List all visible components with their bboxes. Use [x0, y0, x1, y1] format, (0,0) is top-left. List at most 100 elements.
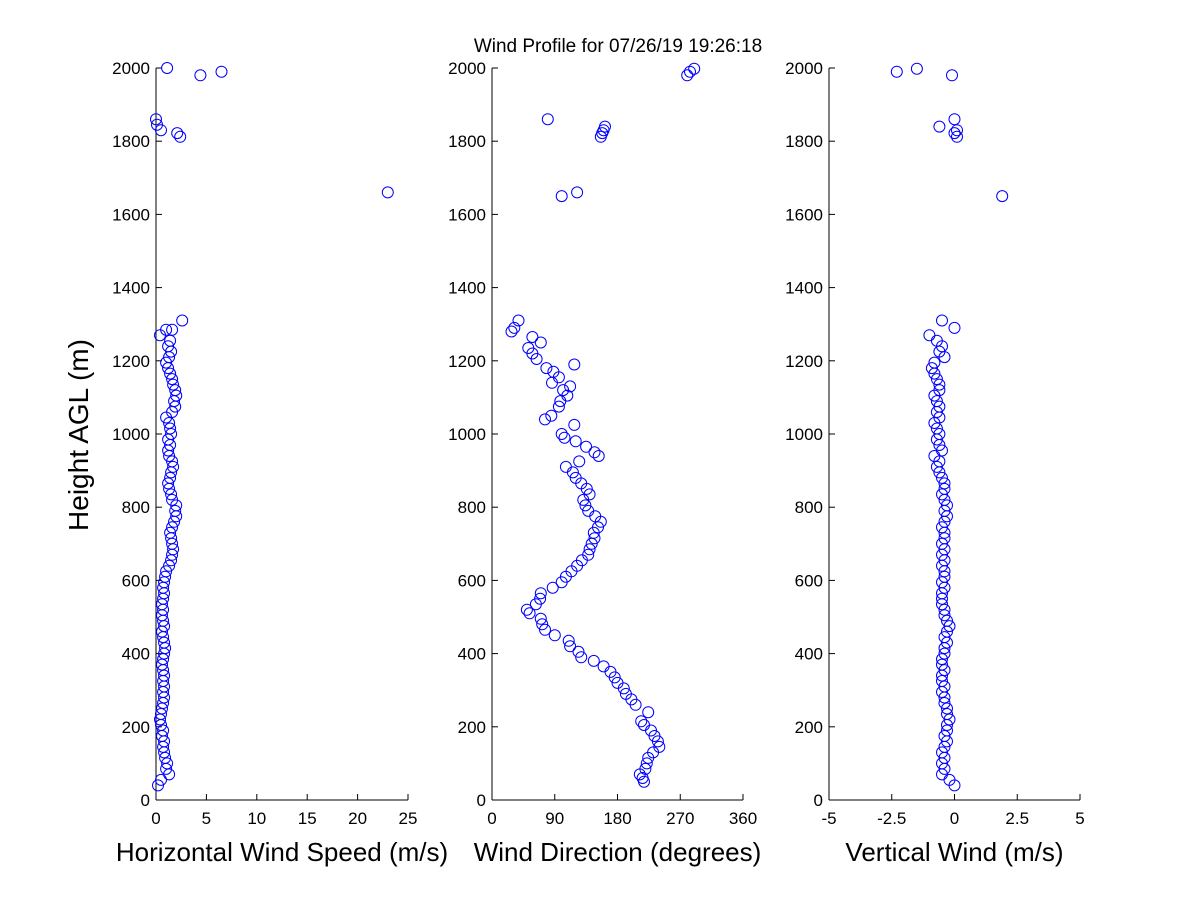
data-point [943, 713, 956, 726]
data-point [938, 631, 951, 644]
x-tick-label: -5 [821, 809, 836, 828]
y-tick-label: 1000 [785, 425, 823, 444]
data-point [564, 380, 577, 393]
data-point [167, 378, 180, 391]
data-point [547, 365, 560, 378]
data-point [161, 757, 174, 770]
data-point [539, 413, 551, 426]
x-tick-label: -2.5 [877, 809, 906, 828]
data-point [936, 653, 948, 666]
data-point [559, 460, 572, 473]
data-point [582, 504, 595, 517]
y-tick-label: 2000 [448, 59, 486, 78]
data-point [569, 435, 582, 448]
data-point [523, 607, 536, 620]
data-point [923, 329, 936, 342]
x-tick-label: 0 [487, 809, 496, 828]
data-point [640, 757, 653, 770]
data-point [534, 592, 547, 605]
data-point [152, 779, 164, 792]
data-point [159, 570, 172, 583]
data-point [548, 629, 561, 642]
data-point [164, 367, 177, 380]
data-point [155, 773, 167, 786]
y-tick-label: 1600 [785, 205, 823, 224]
data-point [938, 730, 951, 742]
y-tick-label: 200 [795, 718, 823, 737]
data-point [536, 618, 549, 631]
data-point [928, 356, 941, 369]
data-point [938, 482, 951, 495]
x-tick-label: 10 [247, 809, 266, 828]
data-point [166, 493, 179, 506]
data-point [638, 719, 650, 731]
data-point [936, 592, 948, 605]
data-point [619, 687, 632, 700]
y-tick-label: 2000 [785, 59, 823, 78]
y-tick-label: 1200 [448, 352, 486, 371]
data-point [160, 565, 173, 578]
data-point [599, 120, 611, 133]
data-point [157, 724, 170, 737]
x-axis-label: Horizontal Wind Speed (m/s) [116, 837, 448, 867]
y-tick-label: 800 [458, 498, 486, 517]
y-tick-label: 600 [795, 571, 823, 590]
y-tick-label: 600 [122, 571, 150, 590]
y-tick-label: 400 [122, 645, 150, 664]
data-point [933, 378, 946, 391]
data-point [636, 772, 649, 784]
data-point [166, 323, 179, 336]
y-tick-label: 1200 [112, 352, 150, 371]
y-tick-label: 400 [795, 645, 823, 664]
data-point [933, 384, 946, 397]
data-point [592, 450, 605, 462]
x-axis-label: Vertical Wind (m/s) [845, 837, 1063, 867]
data-point [163, 417, 176, 429]
data-point [164, 471, 177, 484]
data-point [933, 120, 946, 133]
data-point [938, 664, 951, 677]
data-point [552, 400, 565, 413]
data-point [933, 428, 946, 440]
data-point [169, 384, 182, 397]
data-point [161, 62, 174, 74]
x-tick-label: 0 [151, 809, 160, 828]
data-point [555, 190, 568, 203]
y-tick-label: 1800 [785, 132, 823, 151]
data-point [534, 587, 547, 600]
data-point [558, 431, 571, 444]
data-point [522, 342, 535, 354]
data-point [684, 65, 696, 78]
data-point [582, 548, 595, 561]
data-point [941, 499, 953, 512]
data-point [639, 762, 652, 775]
y-tick-label: 1600 [112, 205, 150, 224]
data-point [592, 521, 604, 534]
data-point [938, 477, 951, 490]
data-point [508, 321, 521, 334]
data-point [930, 422, 943, 435]
data-point [194, 69, 207, 82]
data-point [941, 702, 953, 715]
data-point [938, 532, 951, 545]
data-point [948, 127, 961, 140]
data-point [890, 65, 903, 78]
data-point [936, 471, 948, 484]
data-point [579, 499, 592, 512]
data-point [541, 113, 554, 126]
data-point [557, 384, 570, 397]
data-point [545, 409, 558, 422]
y-tick-label: 1000 [112, 425, 150, 444]
data-point [936, 314, 948, 327]
x-axis-label: Wind Direction (degrees) [474, 837, 762, 867]
data-point [580, 440, 593, 453]
y-tick-label: 1600 [448, 205, 486, 224]
x-tick-label: 5 [202, 809, 211, 828]
x-tick-label: 90 [545, 809, 564, 828]
data-point [653, 740, 666, 753]
data-point [587, 654, 600, 667]
data-point [948, 113, 961, 126]
y-tick-label: 200 [122, 718, 150, 737]
x-tick-label: 2.5 [1005, 809, 1029, 828]
data-point [164, 422, 177, 435]
